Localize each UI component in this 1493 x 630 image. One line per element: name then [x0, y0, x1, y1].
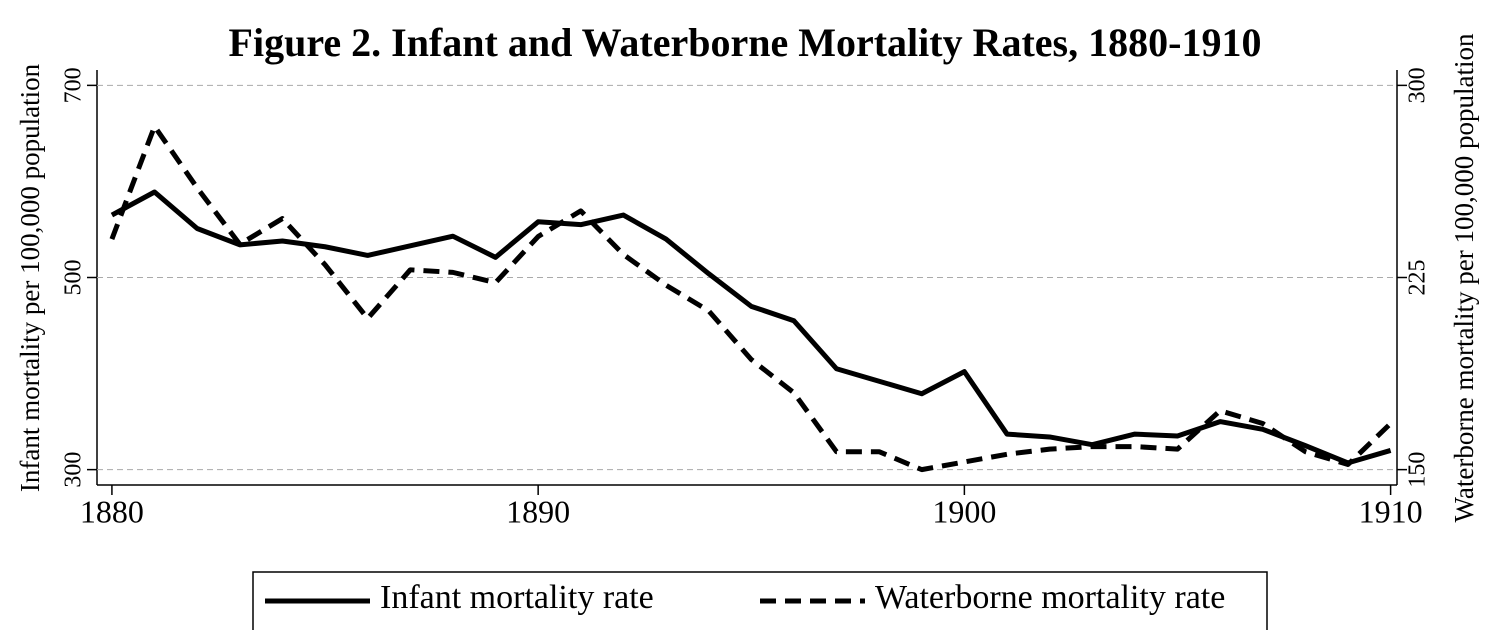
legend-label: Infant mortality rate: [380, 579, 654, 616]
x-tick-label: 1890: [506, 493, 570, 529]
x-tick-label: 1900: [932, 493, 996, 529]
legend-label: Waterborne mortality rate: [875, 579, 1225, 616]
y2-axis-label: Waterborne mortality per 100,000 populat…: [1449, 33, 1479, 522]
x-tick-label: 1880: [80, 493, 144, 529]
x-tick-label: 1910: [1359, 493, 1423, 529]
chart-title: Figure 2. Infant and Waterborne Mortalit…: [229, 20, 1262, 65]
y-axis-label: Infant mortality per 100,000 population: [15, 63, 45, 492]
series-line: [109, 123, 1393, 473]
y-tick-label: 700: [61, 67, 87, 103]
series-line: [110, 189, 1392, 466]
y2-tick-label: 225: [1405, 260, 1431, 296]
y-tick-label: 500: [61, 260, 87, 296]
y-tick-label: 300: [61, 452, 87, 488]
y2-tick-label: 150: [1405, 452, 1431, 488]
y2-tick-label: 300: [1405, 67, 1431, 103]
